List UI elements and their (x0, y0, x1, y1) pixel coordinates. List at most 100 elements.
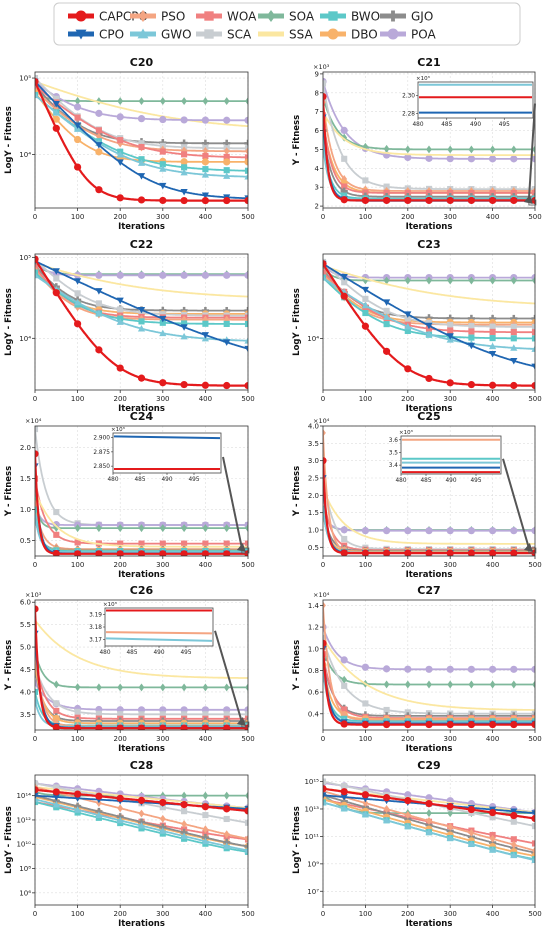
data-point-capcpo (95, 550, 103, 556)
data-point-gjo-h (531, 851, 535, 854)
x-axis-label: Iterations (406, 744, 453, 754)
data-point-gwo (467, 840, 475, 847)
chart-title: C29 (417, 759, 440, 772)
data-point-sca (138, 711, 145, 718)
data-point-bwo (35, 269, 39, 276)
data-point-capcpo (223, 805, 231, 813)
x-tick-label: 200 (114, 561, 127, 569)
data-point-pso (117, 804, 124, 813)
data-point-pso (245, 834, 248, 843)
y-tick-label: 1.5 (308, 509, 319, 517)
data-point-soa (202, 683, 209, 692)
inset-y-tick-label: 3.5 (389, 450, 399, 456)
data-point-soa (202, 97, 209, 106)
y-tick-label: 3.5 (20, 711, 31, 719)
data-point-woa (138, 540, 145, 547)
data-point-gjo (489, 314, 497, 323)
data-point-sca (404, 315, 411, 322)
y-tick-label: 10¹⁰ (16, 841, 31, 849)
zoom-arrow-head (523, 195, 533, 204)
y-axis-label: Y - Fitness (4, 466, 14, 517)
data-point-capcpo (361, 549, 369, 556)
data-point-gjo-v (182, 828, 186, 837)
data-point-sca (341, 535, 348, 543)
data-point-pso (404, 811, 411, 819)
inset-y-tick-label: 3.18 (89, 625, 102, 631)
data-point-gjo (404, 815, 412, 823)
data-point-gjo (244, 139, 248, 147)
data-point-soa (117, 524, 124, 533)
data-point-soa (181, 97, 187, 106)
y-tick-label: 2.0 (20, 444, 31, 452)
data-point-capcpo (35, 77, 39, 86)
data-point-gjo (244, 842, 248, 851)
zoom-arrow-head (236, 717, 246, 726)
legend-marker (387, 10, 399, 22)
data-point-pso (489, 834, 496, 843)
x-tick-label: 100 (71, 561, 84, 569)
data-point-cpo (223, 339, 231, 346)
data-point-capcpo (244, 807, 248, 815)
data-point-sca (53, 95, 60, 102)
chart-c29: 0 100 200 300 400 500 10⁷ 10⁹ 10¹¹ 10¹³ 10¹⁵ C29 Ite… (292, 759, 542, 929)
data-point-cpo (446, 333, 454, 340)
chart-title: C27 (417, 584, 440, 597)
data-point-soa (202, 791, 209, 800)
data-point-soa (74, 97, 81, 105)
data-point-sca (531, 823, 535, 830)
y-axis-label: Y - Fitness (292, 466, 302, 517)
data-point-sca (510, 323, 517, 330)
data-point-capcpo (180, 196, 188, 205)
legend-item-soa: SOA (258, 10, 315, 24)
data-point-poa (180, 116, 188, 124)
data-point-woa (447, 327, 454, 334)
data-point-woa (159, 148, 166, 155)
chart-title: C24 (130, 410, 154, 423)
data-point-cpo (404, 311, 412, 318)
data-point-capcpo (201, 196, 209, 205)
data-point-bwo (35, 688, 39, 695)
y-tick-label: 4.0 (20, 688, 31, 696)
data-point-capcpo (361, 791, 369, 799)
data-point-sca (362, 177, 369, 184)
data-point-sca (383, 183, 390, 190)
legend-marker (75, 29, 87, 40)
data-point-gjo (510, 314, 518, 323)
data-point-sca (244, 711, 248, 718)
data-point-capcpo (35, 450, 39, 458)
legend-item-gjo: GJO (380, 10, 433, 24)
data-point-sca (117, 711, 124, 718)
data-point-capcpo (137, 796, 146, 805)
data-point-capcpo (404, 720, 412, 729)
data-point-gwo (361, 810, 369, 818)
inset-x-tick-label: 485 (126, 650, 137, 656)
legend-label: GJO (411, 10, 433, 24)
data-point-poa (446, 665, 454, 673)
data-point-bwo (138, 156, 145, 163)
data-point-capcpo (116, 364, 124, 372)
data-point-soa (532, 145, 535, 154)
data-point-woa (244, 540, 248, 547)
data-point-gjo-v (406, 815, 410, 823)
data-point-bwo (383, 321, 390, 328)
data-point-cpo (425, 322, 433, 330)
data-point-gwo (35, 697, 39, 704)
data-point-gjo-v (246, 139, 248, 147)
inset-exponent: ×10³ (399, 429, 413, 436)
axes-frame (34, 253, 249, 391)
data-point-dbo (52, 115, 60, 123)
y-tick-label: 10⁶ (19, 889, 31, 897)
data-point-poa (446, 155, 454, 163)
data-point-dbo (201, 158, 209, 166)
inset-y-tick-label: 2.875 (93, 450, 110, 456)
data-point-sca (468, 322, 475, 330)
series-line-ssa (323, 264, 535, 305)
data-point-capcpo (383, 347, 391, 355)
x-tick-label: 300 (444, 213, 457, 221)
data-point-poa (116, 113, 124, 121)
inset-x-tick-label: 480 (107, 477, 118, 483)
data-point-poa (95, 271, 103, 279)
data-point-gwo (340, 804, 348, 812)
data-point-pso (362, 799, 369, 808)
